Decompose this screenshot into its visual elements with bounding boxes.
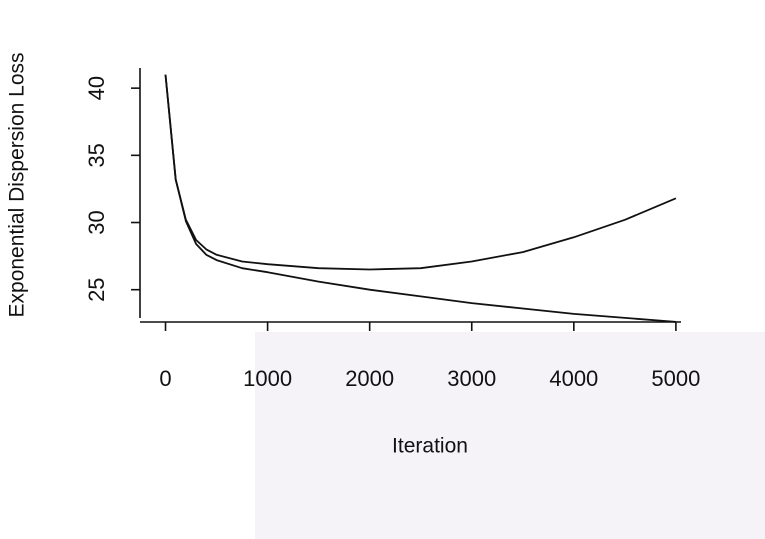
x-tick-label: 3000 — [447, 366, 496, 391]
x-axis-label: Iteration — [392, 435, 468, 458]
y-tick-label: 35 — [84, 143, 109, 167]
x-tick-label: 0 — [159, 366, 171, 391]
x-tick-label: 1000 — [243, 366, 292, 391]
x-tick-label: 4000 — [549, 366, 598, 391]
loss-line — [164, 74, 677, 271]
loss-line — [164, 74, 676, 323]
y-tick-label: 40 — [84, 76, 109, 100]
y-tick-label: 30 — [84, 210, 109, 234]
x-tick-label: 5000 — [651, 366, 700, 391]
watermark-panel — [255, 332, 765, 539]
x-tick-label: 2000 — [345, 366, 394, 391]
y-tick-label: 25 — [84, 277, 109, 301]
y-axis-label: Exponential Dispersion Loss — [6, 53, 29, 318]
